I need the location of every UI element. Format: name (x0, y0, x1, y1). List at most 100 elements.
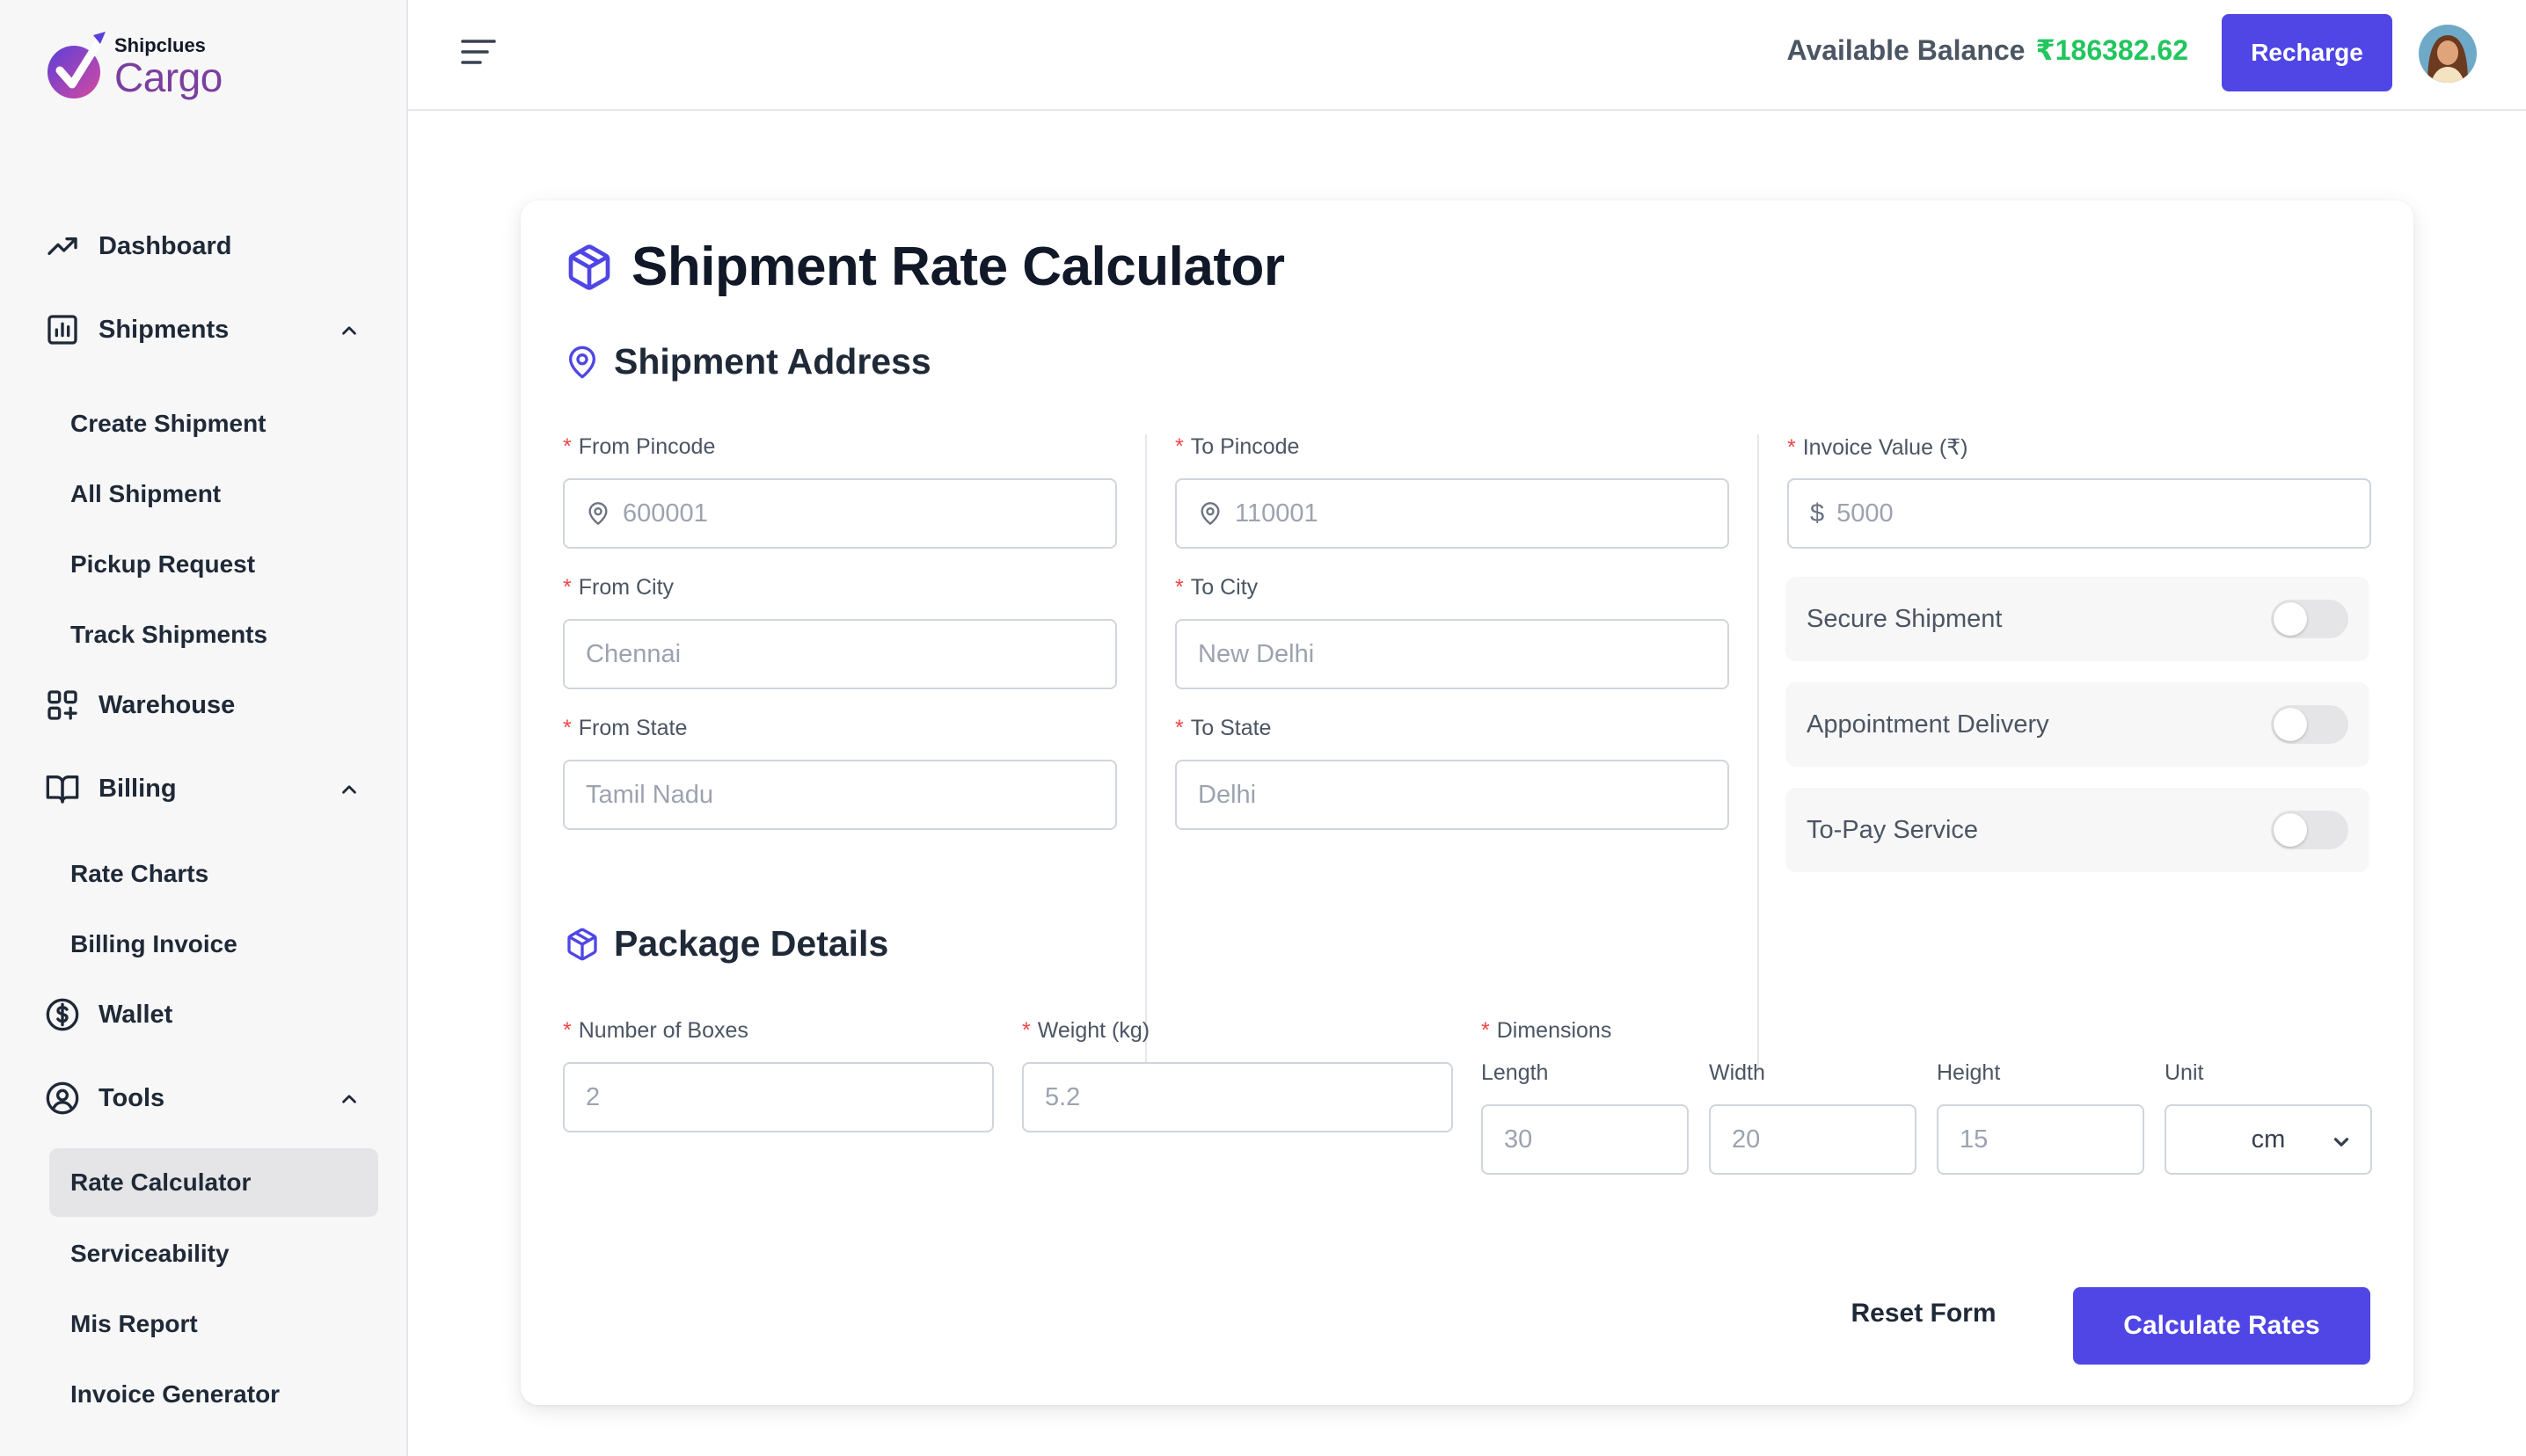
weight-label: * Weight (kg) (1022, 1018, 1150, 1043)
invoice-value-label: * Invoice Value (₹) (1787, 435, 1968, 460)
dimensions-label: * Dimensions (1481, 1018, 1612, 1043)
top-bar: Available Balance ₹186382.62 Recharge (408, 0, 2526, 111)
sidebar-item-shipments[interactable]: Shipments (44, 303, 361, 356)
grid-plus-icon (44, 687, 81, 724)
menu-toggle-button[interactable] (461, 37, 496, 71)
available-balance: Available Balance ₹186382.62 (1787, 33, 2188, 67)
from-state-input[interactable]: Tamil Nadu (563, 760, 1117, 830)
sidebar-item-mis-report[interactable]: Mis Report (70, 1310, 198, 1337)
length-input[interactable]: 30 (1481, 1104, 1689, 1175)
section-title-text: Shipment Address (614, 341, 931, 382)
section-title-package: Package Details (565, 923, 888, 965)
sidebar-item-label: Wallet (99, 1000, 173, 1029)
section-title-text: Package Details (614, 923, 889, 964)
page-title-text: Shipment Rate Calculator (632, 237, 1285, 297)
sidebar-item-billing[interactable]: Billing (44, 762, 361, 815)
to-pincode-value: 110001 (1235, 499, 1318, 528)
sidebar-item-serviceability[interactable]: Serviceability (70, 1240, 230, 1267)
from-city-label: * From City (563, 575, 675, 600)
sidebar-item-invoice-generator[interactable]: Invoice Generator (70, 1380, 281, 1408)
chevron-up-icon[interactable] (338, 1088, 361, 1110)
sidebar-item-rate-charts[interactable]: Rate Charts (70, 860, 209, 887)
unit-select[interactable]: cm (2165, 1104, 2372, 1175)
sidebar-item-rate-calculator[interactable]: Rate Calculator (49, 1148, 378, 1217)
weight-input[interactable]: 5.2 (1022, 1062, 1453, 1132)
column-divider (1757, 434, 1759, 1073)
sidebar-item-track-shipments[interactable]: Track Shipments (70, 621, 268, 648)
from-city-input[interactable]: Chennai (563, 619, 1117, 689)
currency-prefix: $ (1810, 499, 1825, 528)
calculate-rates-button[interactable]: Calculate Rates (2073, 1287, 2370, 1365)
width-label: Width (1709, 1060, 1765, 1085)
boxes-input[interactable]: 2 (563, 1062, 994, 1132)
balance-amount: ₹186382.62 (2035, 34, 2188, 66)
boxes-label: * Number of Boxes (563, 1018, 748, 1043)
brand-logo[interactable]: Shipclues Cargo (44, 30, 223, 104)
page-title: Shipment Rate Calculator (565, 236, 1285, 298)
brand-small: Shipclues (114, 34, 206, 56)
sidebar-item-wallet[interactable]: Wallet (44, 988, 361, 1041)
avatar[interactable] (2419, 25, 2477, 83)
sidebar-item-create-shipment[interactable]: Create Shipment (70, 410, 266, 437)
invoice-value-input[interactable]: $ 5000 (1787, 478, 2371, 549)
sidebar-item-billing-invoice[interactable]: Billing Invoice (70, 930, 237, 957)
package-icon (568, 244, 610, 290)
section-title-address: Shipment Address (565, 341, 931, 382)
balance-label: Available Balance (1786, 34, 2026, 66)
sidebar-item-tools[interactable]: Tools (44, 1072, 361, 1125)
from-city-value: Chennai (586, 639, 682, 668)
unit-value: cm (2251, 1125, 2286, 1154)
from-pincode-input[interactable]: 600001 (563, 478, 1117, 549)
to-state-value: Delhi (1198, 780, 1257, 809)
bar-chart-icon (44, 311, 81, 348)
recharge-button[interactable]: Recharge (2222, 14, 2392, 91)
appointment-delivery-toggle[interactable] (2271, 705, 2348, 744)
toggle-label: To-Pay Service (1807, 815, 1979, 844)
to-state-label: * To State (1175, 716, 1272, 740)
sidebar-item-label: Warehouse (99, 690, 236, 719)
from-state-value: Tamil Nadu (586, 780, 714, 809)
secure-shipment-row: Secure Shipment (1785, 577, 2369, 661)
invoice-value: 5000 (1836, 499, 1894, 528)
sidebar-item-all-shipment[interactable]: All Shipment (70, 480, 222, 507)
chevron-up-icon[interactable] (338, 778, 361, 801)
width-value: 20 (1732, 1125, 1761, 1154)
trending-up-icon (44, 228, 81, 265)
unit-label: Unit (2165, 1060, 2204, 1085)
to-city-label: * To City (1175, 575, 1259, 600)
sidebar-item-label: Tools (99, 1083, 165, 1112)
map-pin-icon (586, 501, 610, 526)
dollar-circle-icon (44, 996, 81, 1033)
to-city-value: New Delhi (1198, 639, 1315, 668)
column-divider (1145, 434, 1147, 1073)
height-label: Height (1937, 1060, 2001, 1085)
reset-form-button[interactable]: Reset Form (1840, 1287, 2007, 1340)
chevron-up-icon[interactable] (338, 319, 361, 342)
book-open-icon (44, 770, 81, 807)
chevron-down-icon (2333, 1138, 2349, 1147)
to-state-input[interactable]: Delhi (1175, 760, 1729, 830)
from-pincode-label: * From Pincode (563, 434, 716, 459)
sidebar-item-dashboard[interactable]: Dashboard (44, 220, 361, 273)
height-value: 15 (1960, 1125, 1989, 1154)
to-pay-service-row: To-Pay Service (1785, 788, 2369, 872)
width-input[interactable]: 20 (1709, 1104, 1916, 1175)
secure-shipment-toggle[interactable] (2271, 600, 2348, 638)
from-state-label: * From State (563, 716, 688, 740)
to-pay-service-toggle[interactable] (2271, 811, 2348, 849)
sidebar-item-pickup-request[interactable]: Pickup Request (70, 550, 256, 578)
length-label: Length (1481, 1060, 1549, 1085)
weight-value: 5.2 (1045, 1082, 1081, 1111)
from-pincode-value: 600001 (623, 499, 708, 528)
toggle-label: Appointment Delivery (1807, 710, 2049, 739)
sidebar-item-warehouse[interactable]: Warehouse (44, 679, 361, 732)
rate-calculator-card: Shipment Rate Calculator Shipment Addres… (521, 200, 2413, 1405)
checkmark-logo-icon (47, 32, 106, 98)
to-city-input[interactable]: New Delhi (1175, 619, 1729, 689)
user-circle-icon (44, 1080, 81, 1117)
to-pincode-label: * To Pincode (1175, 434, 1300, 459)
length-value: 30 (1504, 1125, 1533, 1154)
to-pincode-input[interactable]: 110001 (1175, 478, 1729, 549)
map-pin-icon (569, 346, 595, 378)
height-input[interactable]: 15 (1937, 1104, 2144, 1175)
